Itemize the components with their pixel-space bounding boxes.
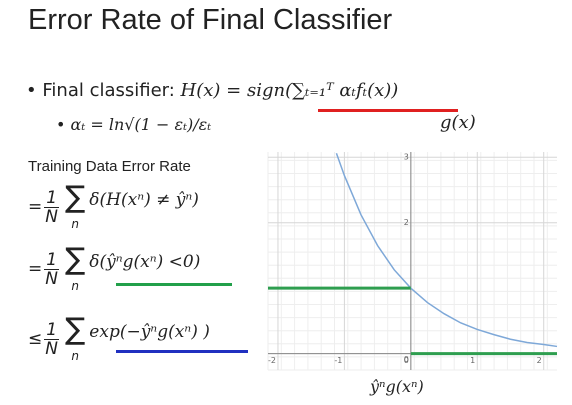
bullet-dot: •: [26, 80, 37, 101]
sum-sign: ∑: [65, 180, 86, 215]
relation: =: [28, 197, 43, 217]
sum-sign: ∑: [65, 312, 86, 347]
x-axis-label: ŷⁿg(xⁿ): [370, 377, 424, 396]
x-tick-label: 0: [404, 356, 409, 365]
x-tick-label: 2: [537, 356, 542, 365]
y-tick-label: 0: [404, 355, 409, 364]
equation-body: δ(ŷⁿg(xⁿ) <0): [89, 252, 201, 272]
section-label: Training Data Error Rate: [28, 158, 191, 175]
underline: [116, 350, 248, 353]
series-line: [268, 286, 557, 356]
slide-title: Error Rate of Final Classifier: [28, 4, 393, 36]
formula: αₜ = ln√(1 − εₜ)/εₜ: [70, 115, 212, 134]
equation-body: exp(−ŷⁿg(xⁿ) ): [89, 322, 210, 342]
sum-sign: ∑: [65, 242, 86, 277]
sum-index: n: [71, 217, 79, 231]
bullet-dot: •: [56, 115, 66, 134]
sum-index: n: [71, 279, 79, 293]
y-tick-label: 3: [404, 153, 409, 162]
relation: =: [28, 259, 43, 279]
denominator: N: [45, 268, 59, 289]
sum: ∑ n: [65, 242, 86, 294]
series-line: [335, 153, 558, 348]
bullet-label: Final classifier:: [42, 80, 175, 101]
formula: H(x) = sign(∑ₜ₌₁ᵀ αₜfₜ(x)): [180, 80, 399, 101]
x-tick-label: -2: [268, 356, 276, 365]
denominator: N: [45, 338, 59, 359]
g-label: g(x): [440, 112, 476, 133]
numerator: 1: [44, 319, 60, 340]
relation: ≤: [28, 329, 43, 349]
x-tick-label: 1: [470, 356, 475, 365]
equation-body: δ(H(xⁿ) ≠ ŷⁿ): [89, 190, 199, 210]
sum: ∑ n: [65, 180, 86, 232]
numerator: 1: [44, 249, 60, 270]
bullet: • αₜ = ln√(1 − εₜ)/εₜ: [56, 115, 211, 134]
y-tick-label: 2: [404, 218, 409, 227]
underline: [116, 283, 232, 286]
sum: ∑ n: [65, 312, 86, 364]
denominator: N: [45, 206, 59, 227]
bullet: • Final classifier: H(x) = sign(∑ₜ₌₁ᵀ αₜ…: [26, 80, 398, 101]
sum-index: n: [71, 349, 79, 363]
underline: [318, 109, 458, 112]
x-tick-label: -1: [334, 356, 342, 365]
numerator: 1: [44, 187, 60, 208]
